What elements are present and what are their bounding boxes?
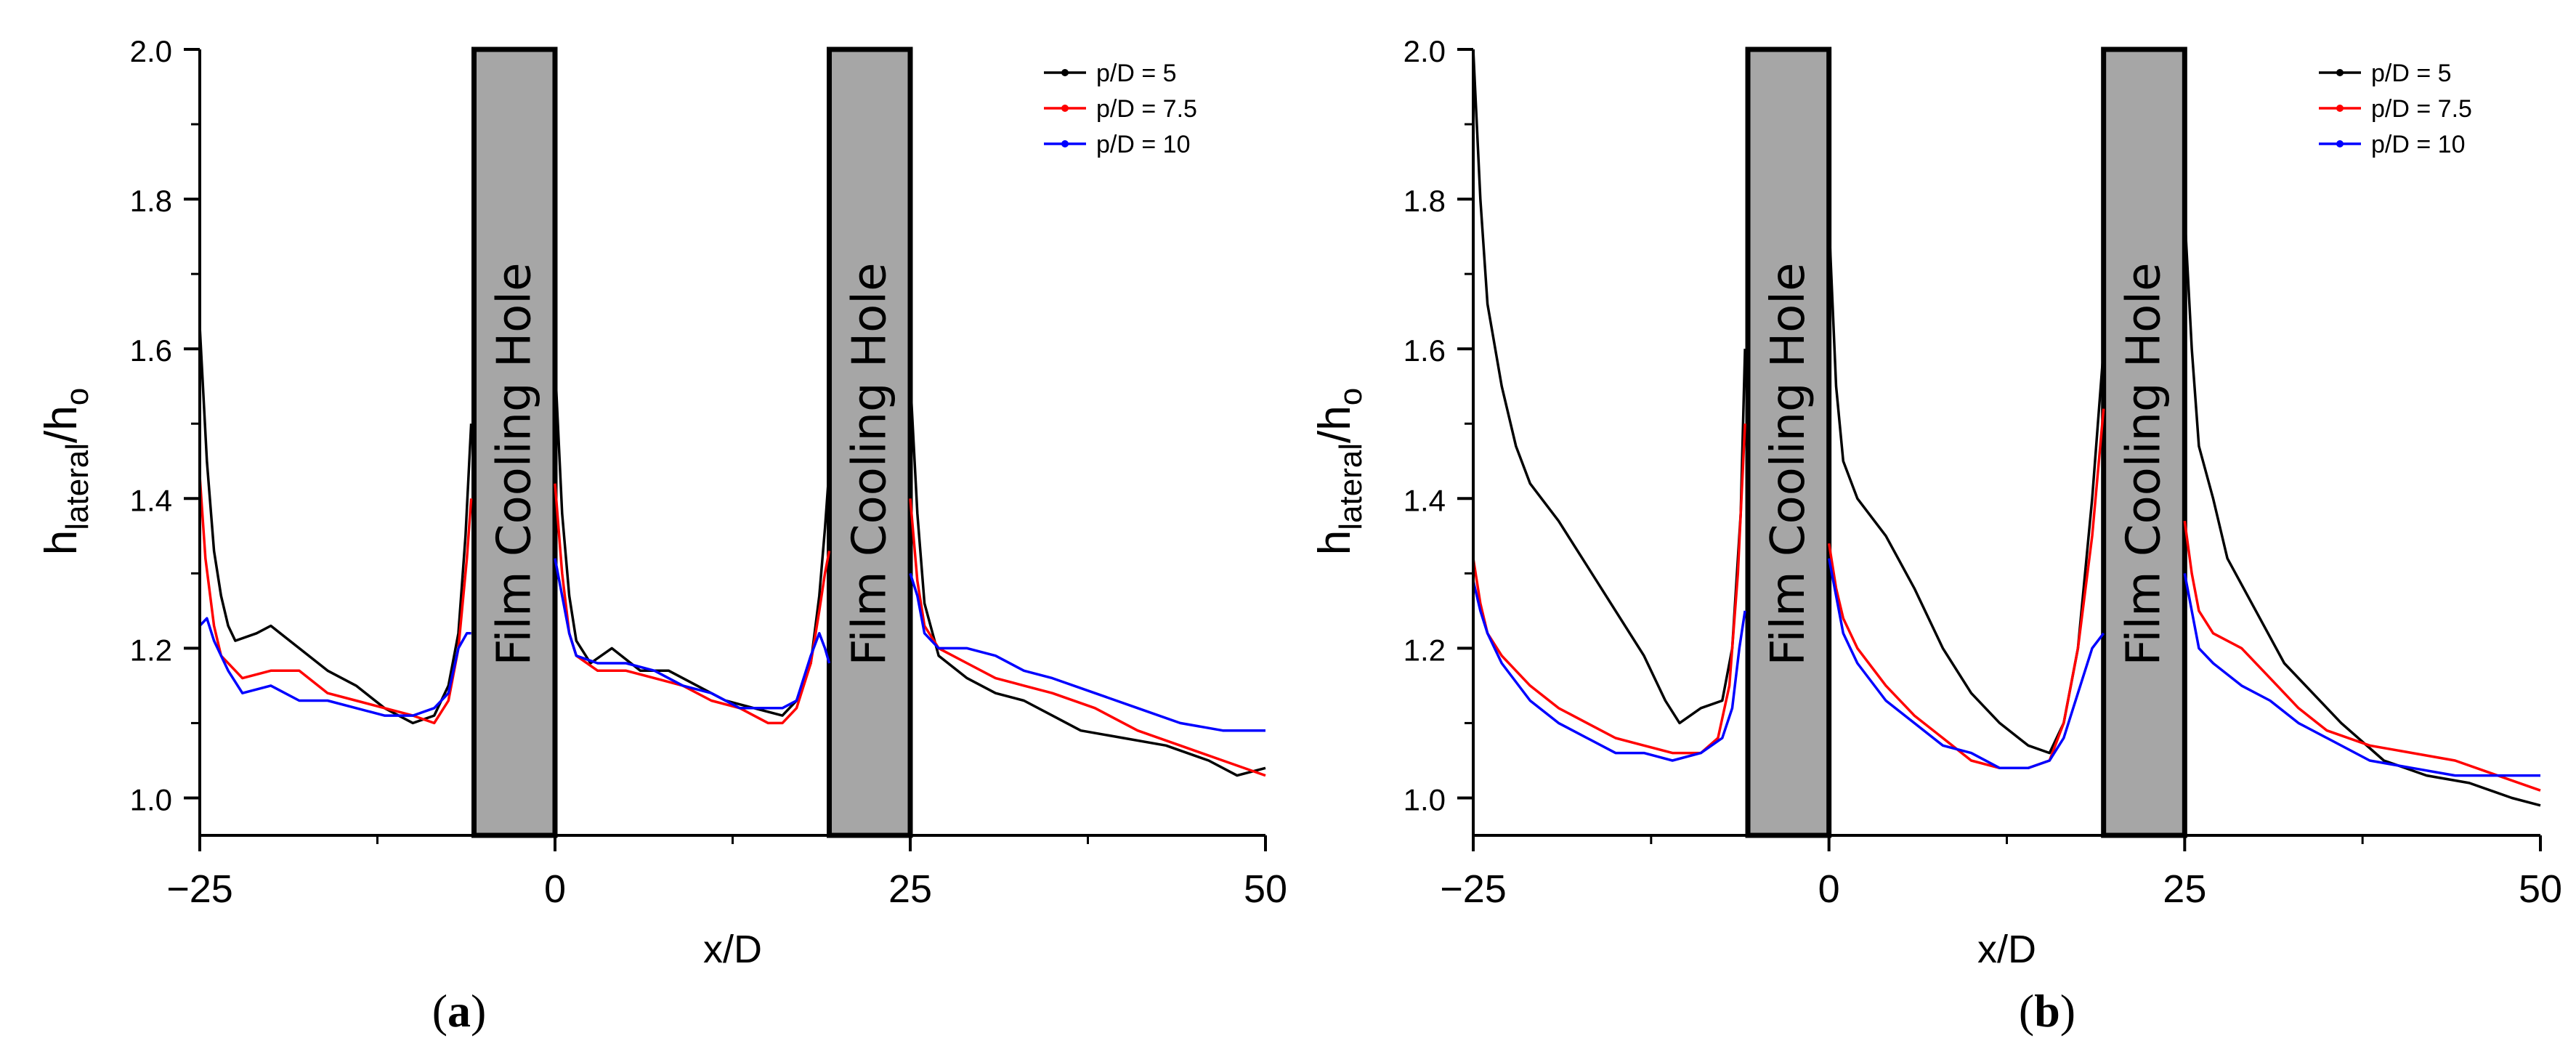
y-axis-title-main-b: h [1310,530,1360,555]
hole-label-a-1: Film Cooling Hole [843,263,896,666]
series-line-b-1-1 [1827,408,2105,770]
series-line-a-0-0 [198,326,473,725]
x-tick-label-a-3: 50 [1244,867,1287,911]
series-line-b-2-1 [1827,558,2105,770]
y-tick-label-b-1: 1.2 [1404,633,1446,667]
y-tick-label-b-5: 2.0 [1404,34,1446,68]
x-axis-title-b: x/D [1977,928,2036,971]
legend-label-b-1: p/D = 7.5 [2371,95,2472,123]
series-line-b-1-0 [1472,423,1746,755]
series-line-a-1-2 [909,498,1266,777]
y-axis-title-a: hlateral/ho [36,388,95,556]
legend-label-a-1: p/D = 7.5 [1096,95,1197,123]
series-line-b-1-2 [2183,520,2541,792]
x-axis-title-a: x/D [703,928,762,971]
chart-b-svg: Film Cooling Hole Film Cooling Hole −25 0 25… [1310,34,2562,971]
panel-b-caption-letter: b [2034,985,2060,1037]
legend-label-b-2: p/D = 10 [2371,131,2465,158]
chart-panel-a: Film Cooling Hole Film Cooling Hole −25 0 25… [36,34,1287,1037]
series-line-a-0-2 [909,378,1266,777]
series-line-b-0-0 [1472,49,1746,725]
x-tick-label-a-0: −25 [166,867,233,911]
legend-marker-b-2 [2336,140,2344,147]
hole-bar-b-1 [2101,46,2187,838]
y-tick-label-a-1: 1.2 [130,633,172,667]
chart-a-svg: Film Cooling Hole Film Cooling Hole −25 0 25… [36,34,1287,971]
x-tick-label-b-2: 25 [2163,867,2206,911]
legend-label-b-0: p/D = 5 [2371,60,2452,87]
series-line-b-0-2 [2183,214,2541,807]
series-line-a-2-0 [198,617,471,717]
y-axis-title-sub2-b: o [1333,388,1369,405]
series-line-b-0-1 [1827,221,2105,755]
hole-bar-a-0 [471,46,558,838]
legend-label-a-0: p/D = 5 [1096,60,1177,87]
legend-marker-a-1 [1061,105,1069,112]
legend-label-a-2: p/D = 10 [1096,131,1190,158]
y-tick-label-a-2: 1.4 [130,483,172,517]
y-tick-label-b-3: 1.6 [1404,333,1446,368]
x-tick-label-b-0: −25 [1440,867,1507,911]
panel-a-caption: (a) [432,985,487,1037]
y-tick-label-b-0: 1.0 [1404,782,1446,816]
y-axis-title-sub2-a: o [60,388,95,405]
legend-marker-b-0 [2336,69,2344,76]
y-tick-label-b-2: 1.4 [1404,483,1446,517]
x-tick-label-a-1: 0 [544,867,566,911]
y-tick-label-a-0: 1.0 [130,782,172,816]
legend-marker-a-2 [1061,140,1069,147]
series-line-a-2-2 [909,572,1265,732]
y-axis-title-b: hlateral/ho [1310,388,1369,556]
y-axis-title-sep-a: /h [36,405,86,443]
series-line-b-2-0 [1472,580,1746,762]
y-axis-title-sep-b: /h [1310,405,1360,443]
legend-marker-a-0 [1061,69,1069,76]
y-axis-title-main-a: h [36,530,86,555]
series-line-a-2-1 [554,558,831,710]
y-tick-label-a-5: 2.0 [130,34,172,68]
panel-b-caption: (b) [2018,985,2076,1037]
x-tick-label-b-1: 0 [1818,867,1840,911]
y-tick-label-a-4: 1.8 [130,184,172,218]
hole-label-b-0: Film Cooling Hole [1762,263,1815,666]
panel-a-caption-letter: a [447,985,471,1037]
series-line-a-1-0 [198,476,473,725]
y-axis-title-sub-b: lateral [1333,443,1369,530]
hole-label-b-1: Film Cooling Hole [2118,263,2171,666]
y-axis-title-sub-a: lateral [60,443,95,530]
y-tick-label-a-3: 1.6 [130,333,172,368]
hole-label-a-0: Film Cooling Hole [487,263,541,666]
x-tick-label-a-2: 25 [888,867,932,911]
chart-panel-b: Film Cooling Hole Film Cooling Hole −25 0 25… [1288,0,2576,1062]
series-line-b-2-2 [2183,572,2540,777]
x-tick-label-b-3: 50 [2519,867,2562,911]
legend-marker-b-1 [2336,105,2344,112]
y-tick-label-b-4: 1.8 [1404,184,1446,218]
